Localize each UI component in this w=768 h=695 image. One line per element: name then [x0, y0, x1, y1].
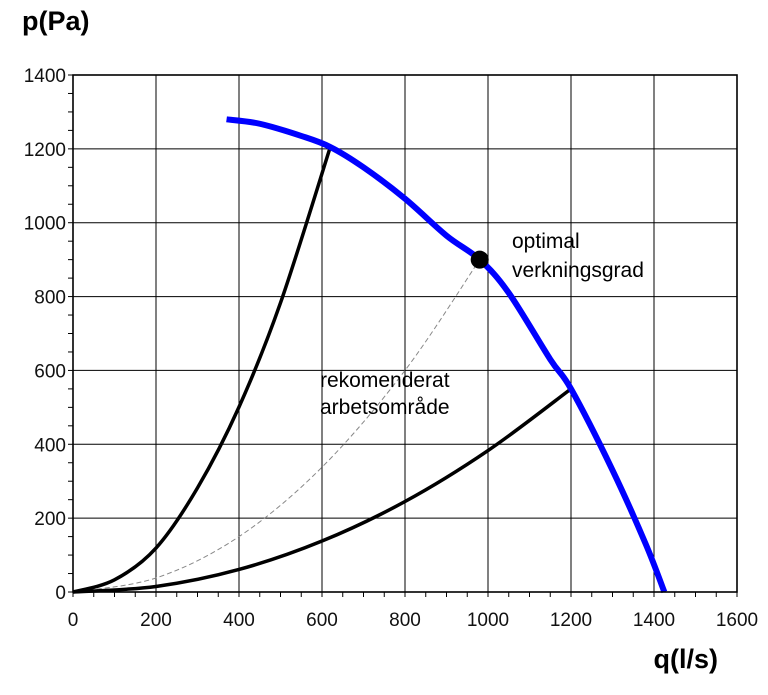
- annotation-optimal-line2: verkningsgrad: [512, 259, 644, 282]
- grid: [72, 74, 738, 593]
- x-tick-label: 1000: [467, 610, 509, 631]
- annotation-optimal-line1: optimal: [512, 230, 580, 253]
- x-tick-label: 800: [389, 610, 421, 631]
- annotation-range-line1: rekomenderat: [320, 369, 450, 392]
- y-tick-label: 800: [34, 288, 66, 309]
- y-axis-title: p(Pa): [22, 6, 90, 36]
- system-curve-lower: [72, 387, 573, 594]
- y-tick-label: 600: [34, 361, 66, 382]
- system-curve-optimal: [72, 259, 481, 593]
- y-tick-label: 1200: [24, 140, 66, 161]
- y-tick-label: 0: [55, 583, 66, 604]
- series-layer: [72, 116, 668, 594]
- optimal-point-marker: [470, 250, 489, 269]
- plot-frame: [72, 74, 738, 593]
- annotation-range-line2: arbetsområde: [320, 396, 450, 419]
- x-tick-label: 400: [223, 610, 255, 631]
- y-tick-labels: 0 200 400 600 800 1000 1200 1400: [24, 66, 66, 604]
- x-tick-label: 1600: [716, 610, 758, 631]
- y-tick-label: 200: [34, 509, 66, 530]
- x-tick-labels: 0 200 400 600 800 1000 1200 1400 1600: [68, 610, 758, 631]
- x-tick-label: 0: [68, 610, 79, 631]
- system-curve-upper: [72, 146, 332, 594]
- x-axis-title: q(l/s): [654, 644, 719, 674]
- x-tick-label: 600: [306, 610, 338, 631]
- y-tick-label: 1000: [24, 214, 66, 235]
- x-tick-label: 1400: [633, 610, 675, 631]
- y-tick-label: 400: [34, 435, 66, 456]
- minor-ticks: [68, 74, 738, 597]
- x-tick-label: 200: [140, 610, 172, 631]
- y-tick-label: 1400: [24, 66, 66, 87]
- fan-curve: [226, 116, 668, 594]
- x-tick-label: 1200: [550, 610, 592, 631]
